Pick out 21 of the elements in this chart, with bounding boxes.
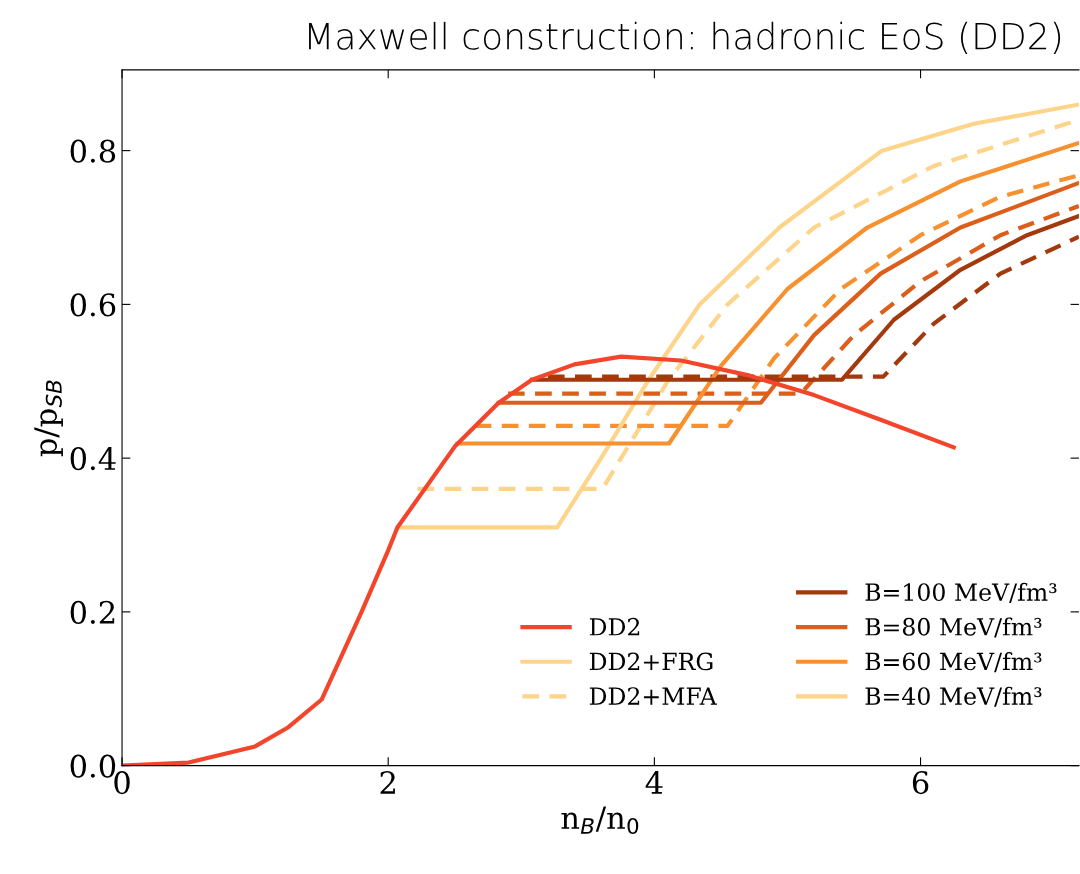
x-axis-title: n$_{B}$/n$_{0}$ (561, 806, 639, 835)
legend-label: DD2 (589, 617, 640, 636)
y-tick-label: 0.6 (70, 293, 116, 317)
x-tick-label: 0 (114, 771, 130, 795)
y-tick-label: 0.4 (70, 447, 116, 471)
line-series (395, 102, 1079, 530)
y-axis-title: p/p$_{SB}$ (34, 380, 63, 457)
x-tick-label: 4 (645, 771, 663, 794)
line-series (455, 140, 1079, 446)
legend-label: B=40 MeV/fm³ (865, 686, 1042, 707)
legend-label: B=100 MeV/fm³ (865, 582, 1057, 603)
annotation: DD2+FRG (589, 652, 713, 671)
legend-label: B=80 MeV/fm³ (865, 617, 1042, 638)
legend-label: B=60 MeV/fm³ (865, 652, 1042, 673)
y-tick-label: 0.2 (70, 600, 115, 624)
chart-title: Maxwell construction: hadronic EoS (DD2) (309, 21, 1061, 55)
x-tick-label: 6 (912, 771, 929, 795)
x-tick-label: 2 (380, 771, 395, 794)
y-tick-label: 0.8 (70, 139, 116, 163)
y-tick-label: 0.0 (70, 754, 116, 778)
legend-label: DD2+MFA (589, 687, 718, 705)
